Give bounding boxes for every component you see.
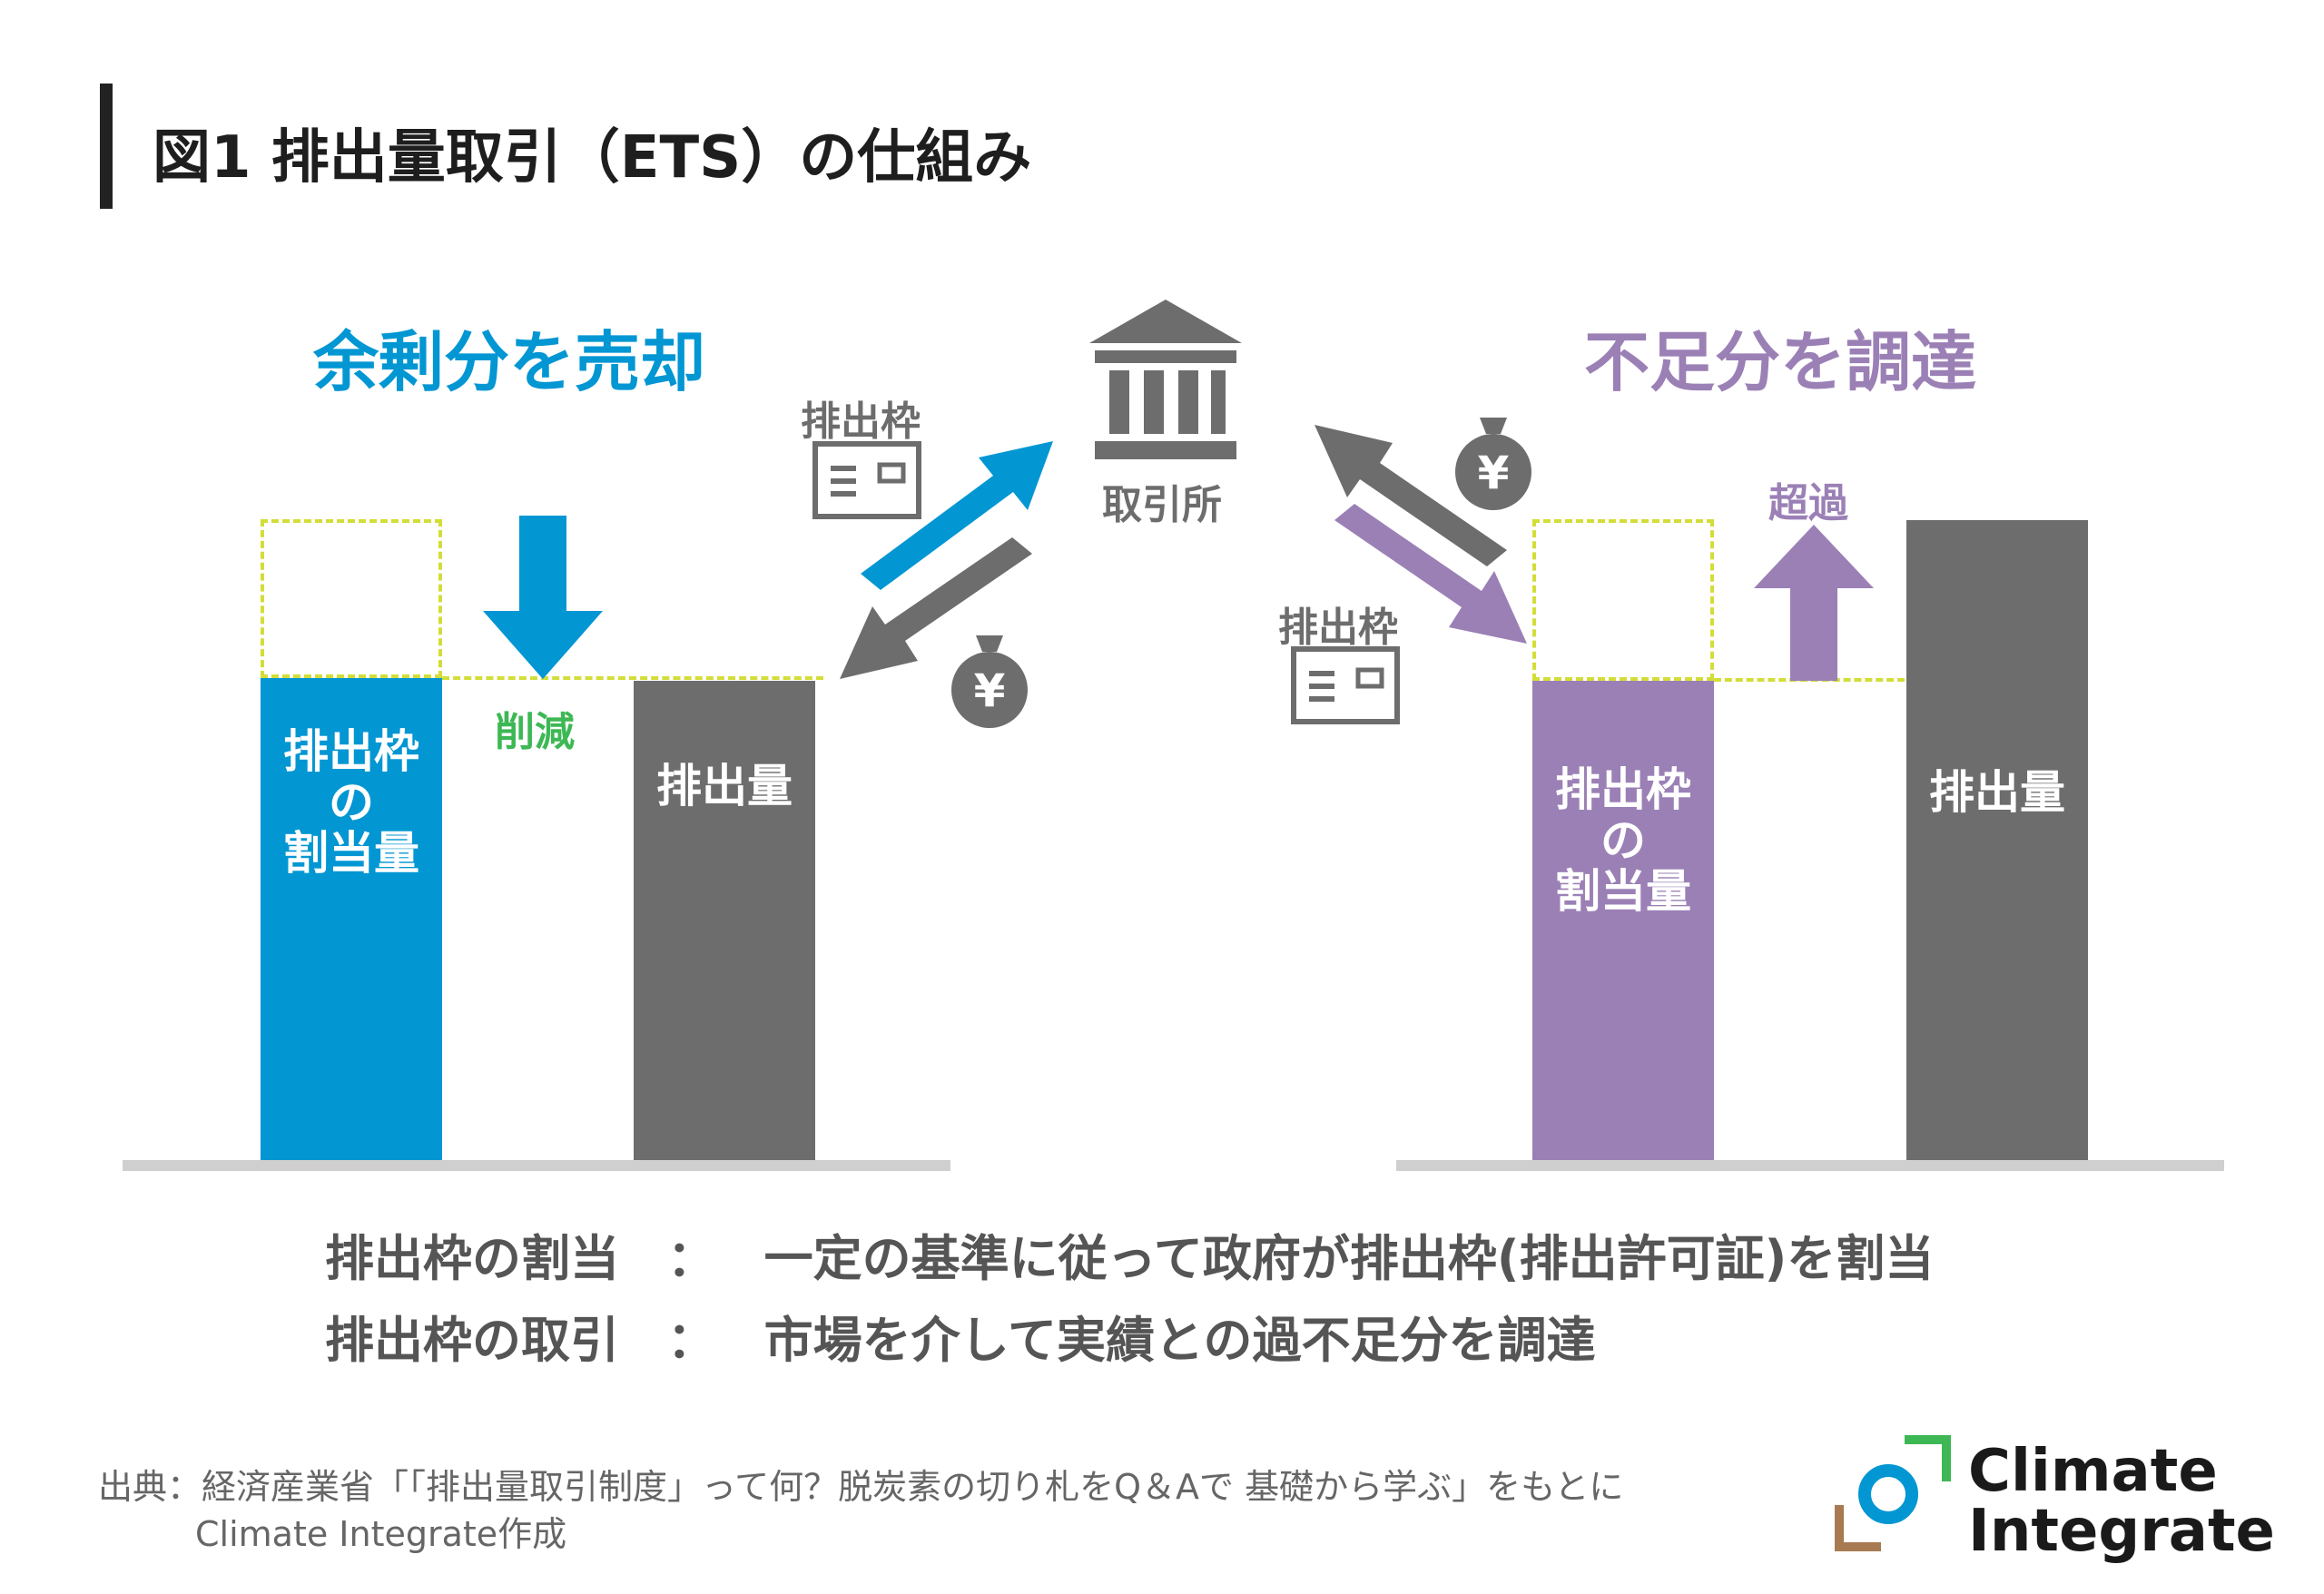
right-allocation-label-line2: の	[1600, 814, 1646, 867]
description-term-1: 排出枠の割当	[325, 1230, 619, 1287]
description-text-1: 一定の基準に従って政府が排出枠(排出許可証)を割当	[763, 1230, 1935, 1287]
left-money-bag-icon: ¥	[951, 635, 1028, 728]
logo-line-2: Integrate	[1968, 1498, 2275, 1565]
exchange-building-icon	[1089, 300, 1242, 459]
right-permit-label: 排出枠	[1278, 605, 1398, 651]
climate-integrate-logo-mark	[1835, 1435, 1951, 1551]
left-baseline	[123, 1160, 950, 1171]
right-permit-card-icon	[1291, 646, 1400, 724]
right-allocation-label: 排出枠 の 割当量	[1532, 764, 1714, 917]
left-permit-label: 排出枠	[801, 398, 921, 445]
right-money-yen-symbol: ¥	[1478, 447, 1510, 499]
sell-permit-arrow	[861, 441, 1053, 590]
logo-line-1: Climate	[1968, 1438, 2218, 1505]
reduction-down-arrow	[483, 516, 603, 679]
excess-label: 超過	[1768, 480, 1848, 526]
description-term-2: 排出枠の取引	[325, 1312, 619, 1369]
description-row-1: 排出枠の割当 ： 一定の基準に従って政府が排出枠(排出許可証)を割当	[325, 1218, 1934, 1290]
right-allocation-label-line1: 排出枠	[1555, 763, 1691, 816]
left-allocation-label-line2: の	[329, 776, 374, 829]
left-allocation-label-line3: 割当量	[283, 827, 419, 880]
receive-money-arrow	[840, 537, 1032, 679]
right-heading: 不足分を調達	[1584, 324, 1977, 400]
left-allocation-dashed-line	[442, 676, 823, 680]
left-emission-bar	[634, 681, 815, 1162]
left-money-yen-symbol: ¥	[974, 664, 1006, 717]
title-accent-bar	[100, 84, 113, 209]
left-allocation-label-line1: 排出枠	[283, 725, 419, 778]
right-baseline	[1396, 1160, 2224, 1171]
description-sep-1: ：	[666, 1230, 716, 1287]
description-row-2: 排出枠の取引 ： 市場を介して実績との過不足分を調達	[325, 1300, 1595, 1372]
source-line-1: 出典：経済産業省「「排出量取引制度」って何？脱炭素の切り札をQ＆Aで 基礎から学…	[98, 1467, 1624, 1507]
right-allocation-dashed-box	[1532, 519, 1714, 681]
source-line-2: Climate Integrate作成	[195, 1514, 567, 1554]
description-sep-2: ：	[666, 1312, 716, 1369]
left-heading: 余剰分を売却	[313, 324, 706, 400]
logo-text: Climate Integrate	[1968, 1441, 2275, 1561]
right-emission-label: 排出量	[1929, 766, 2065, 819]
left-allocation-dashed-box	[261, 519, 442, 678]
reduction-label: 削減	[495, 709, 575, 755]
left-emission-label: 排出量	[656, 760, 793, 812]
right-emission-bar	[1906, 520, 2088, 1162]
exchange-label: 取引所	[1102, 482, 1222, 528]
left-allocation-bar	[261, 678, 442, 1162]
figure-title: 図1 排出量取引（ETS）の仕組み	[153, 124, 1032, 192]
right-money-bag-icon: ¥	[1455, 418, 1531, 510]
pay-money-arrow	[1315, 425, 1507, 566]
left-permit-card-icon	[812, 441, 921, 519]
description-text-2: 市場を介して実績との過不足分を調達	[763, 1312, 1596, 1369]
excess-up-arrow	[1754, 525, 1874, 681]
right-allocation-bar	[1532, 681, 1714, 1162]
buy-permit-arrow	[1334, 504, 1527, 644]
right-allocation-label-line3: 割当量	[1555, 865, 1691, 918]
right-allocation-dashed-line	[1714, 678, 2088, 682]
left-allocation-label: 排出枠 の 割当量	[261, 726, 442, 879]
